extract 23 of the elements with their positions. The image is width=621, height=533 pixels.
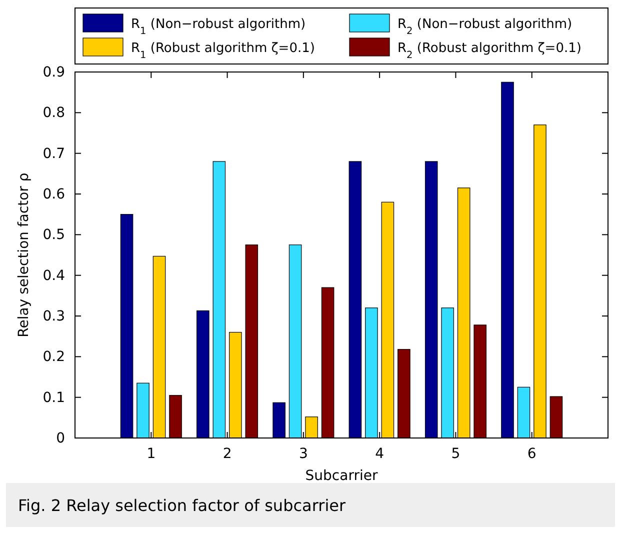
y-tick-label: 0.7 [42,146,65,162]
y-tick-label: 0.1 [42,390,65,406]
legend-label: R$_{2}$ (Robust algorithm ζ=0.1) [398,41,582,60]
x-axis-title: Subcarrier [305,468,378,484]
x-tick-label: 2 [222,446,232,462]
y-tick-label: 0.2 [42,349,65,366]
x-tick-label: 6 [527,446,536,462]
y-tick-label: 0.3 [42,308,65,324]
y-tick-label: 0.9 [42,64,65,80]
x-tick-label: 3 [298,446,308,462]
legend-label: R$_{2}$ (Non−robust algorithm) [398,17,572,36]
x-tick-label: 4 [375,446,384,462]
y-tick-label: 0.5 [42,227,65,244]
y-tick-label: 0.8 [42,105,65,122]
x-tick-label: 1 [146,446,156,462]
y-tick-label: 0 [56,430,65,446]
legend-label: R$_{1}$ (Non−robust algorithm) [131,17,306,36]
x-tick-label: 5 [451,446,460,462]
y-tick-label: 0.6 [42,186,66,202]
text: Fig. 2 Relay selection factor of subcarrier [18,496,346,515]
y-tick-label: 0.4 [42,268,66,284]
y-axis-title: Relay selection factor ρ [16,172,32,338]
legend-label: R$_{1}$ (Robust algorithm ζ=0.1) [131,41,315,60]
